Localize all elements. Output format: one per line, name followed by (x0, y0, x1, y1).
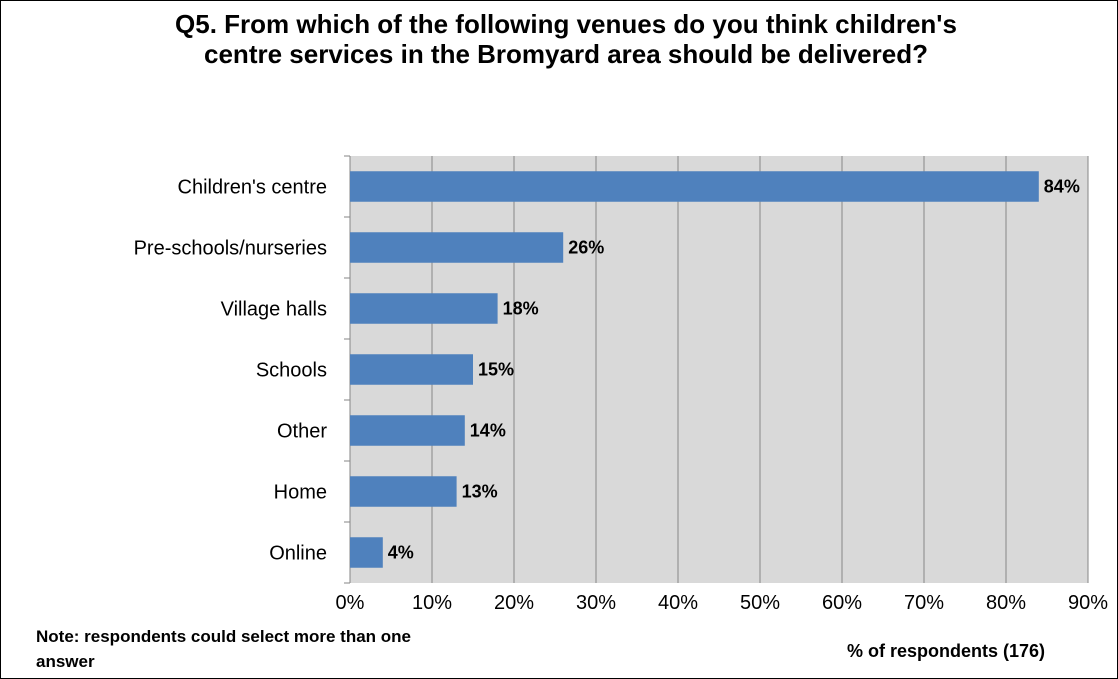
chart-note: Note: respondents could select more than… (36, 627, 412, 671)
x-tick-label: 30% (576, 592, 616, 614)
data-label: 13% (462, 482, 498, 502)
bar (350, 476, 457, 507)
bar (350, 171, 1039, 202)
bar (350, 293, 498, 324)
bar (350, 232, 564, 263)
x-tick-label: 80% (986, 592, 1026, 614)
x-tick-label: 10% (412, 592, 452, 614)
data-label: 4% (388, 543, 414, 563)
category-label: Schools (256, 360, 327, 382)
x-tick-label: 50% (740, 592, 780, 614)
bar (350, 354, 473, 385)
x-tick-label: 0% (336, 592, 365, 614)
bar (350, 415, 465, 446)
bar (350, 537, 383, 568)
data-label: 14% (470, 421, 506, 441)
category-label: Pre-schools/nurseries (134, 238, 327, 260)
category-label: Home (274, 482, 327, 504)
data-label: 15% (478, 360, 514, 380)
category-label: Other (277, 421, 327, 443)
x-axis-title: % of respondents (176) (846, 641, 1046, 661)
data-label: 26% (568, 238, 604, 258)
x-tick-label: 70% (904, 592, 944, 614)
category-label: Children's centre (178, 177, 327, 199)
data-label: 84% (1044, 177, 1080, 197)
x-tick-label: 40% (658, 592, 698, 614)
chart-title: Q5. From which of the following venues d… (175, 9, 957, 69)
category-label: Online (269, 543, 327, 565)
x-tick-label: 60% (822, 592, 862, 614)
x-tick-label: 90% (1068, 592, 1108, 614)
x-tick-label: 20% (494, 592, 534, 614)
data-label: 18% (503, 299, 539, 319)
category-label: Village halls (221, 299, 327, 321)
